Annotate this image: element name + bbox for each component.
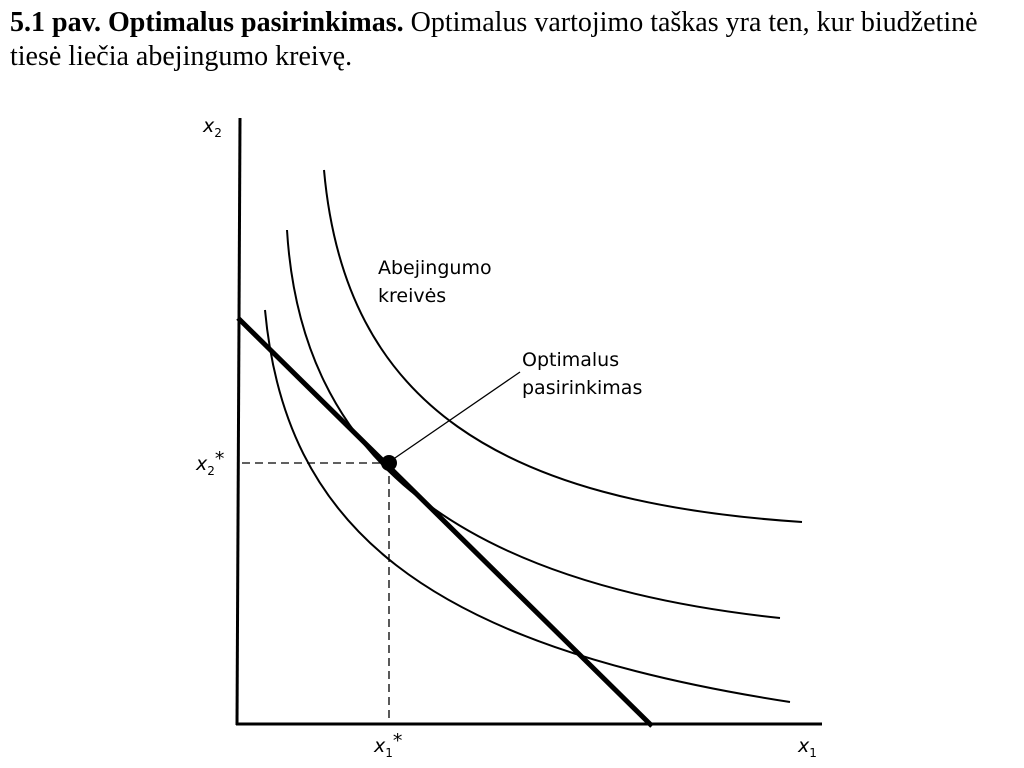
caption-label: 5.1 pav. Optimalus pasirinkimas. — [10, 7, 404, 38]
optimum-label: Optimalus — [522, 349, 619, 371]
x-axis-label: x1 — [797, 735, 817, 760]
symbol: x — [195, 453, 208, 475]
caption-text: Optimalus vartojimo taškas yra ten, kur … — [10, 7, 978, 72]
subscript: 1 — [809, 746, 817, 760]
subscript: 1 — [385, 746, 393, 760]
subscript: 2 — [207, 464, 215, 478]
y-axis — [235, 117, 242, 726]
curves-label: kreivės — [378, 285, 446, 307]
subscript: 2 — [214, 126, 222, 140]
budget-line — [236, 316, 654, 728]
x-star-label: x1* — [373, 730, 402, 760]
indifference-curve — [323, 169, 803, 523]
caption: 5.1 pav. Optimalus pasirinkimas. Optimal… — [10, 6, 1010, 74]
leader-line — [391, 371, 521, 461]
indifference-curve — [264, 309, 791, 703]
symbol: x — [373, 735, 386, 757]
indifference-curve — [286, 229, 781, 619]
curves-label: Abejingumo — [378, 257, 492, 279]
optimum-label: pasirinkimas — [522, 377, 642, 399]
symbol: x — [202, 115, 215, 137]
y-star-label: x2* — [195, 448, 224, 478]
y-axis-label: x2 — [202, 115, 222, 140]
symbol: x — [797, 735, 810, 757]
suffix: * — [215, 448, 225, 470]
suffix: * — [393, 730, 403, 752]
optimum-point — [381, 455, 397, 471]
